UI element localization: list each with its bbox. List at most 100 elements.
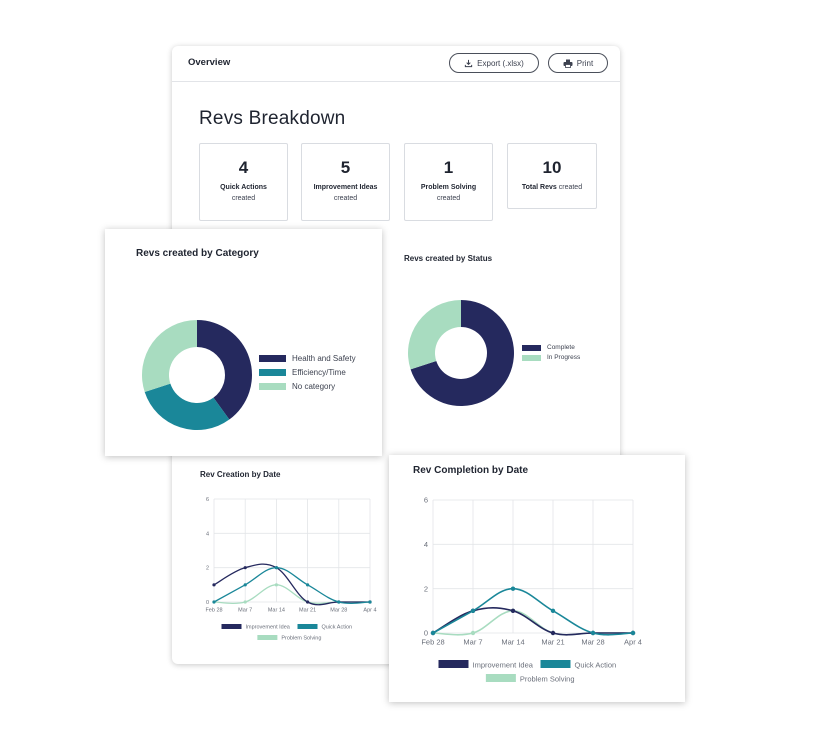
legend-label: No category <box>292 382 336 391</box>
stat-label: Total Revs created <box>508 184 596 191</box>
y-tick-label: 2 <box>424 584 428 593</box>
print-label: Print <box>576 58 594 68</box>
export-label: Export (.xlsx) <box>477 58 524 68</box>
y-tick-label: 4 <box>206 531 209 537</box>
legend-label: Health and Safety <box>292 354 356 363</box>
legend-swatch <box>438 660 469 668</box>
legend-item-in-progress: In Progress <box>522 354 580 361</box>
data-point <box>306 600 310 604</box>
legend-label: Problem Solving <box>520 675 575 684</box>
legend-label: Quick Action <box>322 625 353 631</box>
legend-swatch <box>540 660 571 668</box>
data-point <box>510 586 516 591</box>
legend-label: In Progress <box>547 354 581 361</box>
x-tick-label: Feb 28 <box>205 608 222 614</box>
data-point <box>337 600 341 604</box>
legend-swatch <box>221 624 242 629</box>
stat-value: 4 <box>238 158 249 177</box>
legend-swatch <box>259 369 286 376</box>
data-point <box>550 608 556 614</box>
printer-icon <box>563 59 573 68</box>
data-point <box>430 630 436 636</box>
data-point <box>274 583 278 587</box>
y-tick-label: 4 <box>424 540 428 549</box>
data-point <box>510 608 516 614</box>
category-chart-title: Revs created by Category <box>136 248 259 259</box>
legend-swatch <box>259 383 286 390</box>
series-line-problem-solving <box>213 584 370 605</box>
grid <box>213 498 371 603</box>
data-point <box>243 600 247 604</box>
data-point <box>306 583 310 587</box>
stat-label-text: Total Revs <box>521 184 557 191</box>
status-chart-title: Revs created by Status <box>404 254 493 263</box>
stat-label: Improvement Ideas <box>313 184 378 191</box>
series-line-quick-action <box>213 567 371 605</box>
data-point <box>470 608 476 614</box>
status-legend: Complete In Progress <box>522 344 580 361</box>
overview-title: Overview <box>188 57 231 68</box>
stat-value: 10 <box>542 158 562 177</box>
data-point <box>274 566 278 570</box>
category-donut-chart <box>142 320 252 430</box>
pie-slice-efficiency-time <box>144 383 230 430</box>
data-point <box>590 630 596 636</box>
x-tick-label: Mar 14 <box>268 608 285 614</box>
stat-sub: created <box>231 195 256 202</box>
category-legend: Health and Safety Efficiency/Time No cat… <box>259 354 356 391</box>
legend-label: Efficiency/Time <box>292 368 346 377</box>
x-tick-label: Mar 28 <box>581 638 604 647</box>
legend-swatch <box>259 355 286 362</box>
data-point <box>212 600 216 604</box>
print-button[interactable]: Print <box>548 53 608 73</box>
data-point <box>470 630 476 636</box>
stat-sub: created <box>558 184 583 191</box>
y-tick-label: 0 <box>206 600 209 606</box>
x-tick-label: Mar 7 <box>463 638 482 647</box>
pie-slice-no-category <box>142 320 197 392</box>
legend-label: Complete <box>547 344 575 351</box>
stat-value: 1 <box>443 158 454 177</box>
series-line-improvement-idea <box>213 563 370 606</box>
data-point <box>243 566 247 570</box>
legend-swatch <box>297 624 318 629</box>
data-point <box>243 583 247 587</box>
y-tick-label: 6 <box>206 497 209 503</box>
data-point <box>212 583 216 587</box>
legend-item-efficiency: Efficiency/Time <box>259 368 356 377</box>
pie-slice-in-progress <box>408 300 461 370</box>
legend-item-no-category: No category <box>259 382 356 391</box>
stat-sub: created <box>436 195 461 202</box>
creation-line-chart: 0 2 4 6 Feb 28 Mar 7 Mar 14 Mar 21 Mar 28 Apr 4 Im… <box>205 497 376 642</box>
download-icon <box>465 59 473 67</box>
x-tick-label: Mar 7 <box>238 608 252 614</box>
grid <box>432 499 634 634</box>
legend-item-complete: Complete <box>522 344 580 351</box>
data-point <box>368 600 372 604</box>
pie-slice-complete <box>410 300 514 406</box>
pie-slice-health-and-safety <box>197 320 252 420</box>
y-tick-label: 6 <box>424 496 428 505</box>
legend-swatch <box>485 674 516 682</box>
completion-card: Rev Completion by Date 0 2 4 6 Feb 28 Mar 7 Ma… <box>389 455 685 702</box>
overview-header: Overview Export (.xlsx) Print <box>172 46 620 82</box>
stat-total-revs: 10 Total Revs created <box>507 143 597 209</box>
legend-label: Improvement Idea <box>473 661 534 670</box>
x-tick-label: Mar 14 <box>501 638 524 647</box>
stat-sub: created <box>333 195 358 202</box>
y-tick-label: 2 <box>206 566 209 572</box>
x-tick-label: Mar 28 <box>330 608 347 614</box>
legend-swatch <box>522 354 541 361</box>
export-button[interactable]: Export (.xlsx) <box>449 53 539 73</box>
legend-label: Problem Solving <box>281 636 321 642</box>
stat-problem-solving: 1 Problem Solving created <box>404 143 493 221</box>
x-tick-label: Mar 21 <box>299 608 316 614</box>
stat-quick-actions: 4 Quick Actions created <box>199 143 288 221</box>
legend-item-health-safety: Health and Safety <box>259 354 356 363</box>
x-tick-label: Apr 4 <box>363 608 376 614</box>
legend-swatch <box>522 344 541 351</box>
legend-label: Quick Action <box>575 661 617 670</box>
series-line-improvement-idea <box>432 607 633 636</box>
data-point <box>630 630 636 636</box>
completion-chart-title: Rev Completion by Date <box>413 465 529 476</box>
